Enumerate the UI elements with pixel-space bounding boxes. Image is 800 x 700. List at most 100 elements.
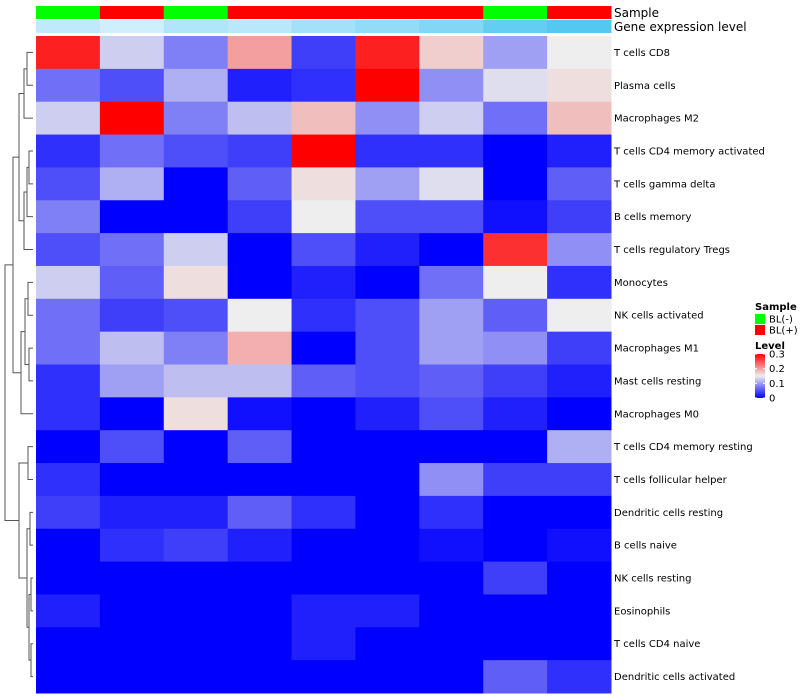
heatmap-cell <box>547 265 612 300</box>
heatmap-cell <box>227 134 293 168</box>
legend-swatch <box>755 314 765 324</box>
heatmap-cell <box>227 397 293 431</box>
heatmap-cell <box>36 463 101 497</box>
annotation-label-gene-expression: Gene expression level <box>614 20 747 34</box>
heatmap-cell <box>99 36 165 70</box>
heatmap-cell <box>483 397 548 431</box>
row-label: T cells CD4 memory resting <box>613 442 753 453</box>
heatmap-cell <box>483 660 548 694</box>
heatmap-cell <box>419 364 484 398</box>
heatmap-cell <box>483 528 548 563</box>
heatmap-cell <box>419 167 484 201</box>
row-label: T cells follicular helper <box>613 475 728 486</box>
heatmap-cell <box>163 594 229 628</box>
heatmap-cell <box>419 200 484 234</box>
gene-expression-annotation-cell <box>483 20 548 33</box>
legend-item-label: BL(+) <box>769 326 798 337</box>
heatmap-cell <box>227 364 293 398</box>
heatmap-cell <box>419 561 484 595</box>
heatmap-cell <box>291 528 356 563</box>
heatmap-cell <box>291 660 356 694</box>
heatmap-cell <box>163 265 229 300</box>
heatmap-cell <box>36 660 101 694</box>
sample-annotation-cell <box>291 6 356 19</box>
row-label: Macrophages M2 <box>614 114 699 125</box>
heatmap-cell <box>163 495 229 530</box>
heatmap-cell <box>99 430 165 464</box>
heatmap-cell <box>163 167 229 201</box>
heatmap-cell <box>547 627 612 661</box>
row-label: Macrophages M1 <box>614 344 699 355</box>
heatmap-cell <box>419 495 484 530</box>
heatmap-cell <box>36 561 101 595</box>
level-colorbar <box>755 354 765 398</box>
heatmap-cell <box>483 561 548 595</box>
heatmap-cell <box>419 627 484 661</box>
heatmap-cell <box>227 265 293 300</box>
heatmap-cell <box>419 134 484 168</box>
heatmap-cell <box>163 200 229 234</box>
heatmap-cell <box>291 430 356 464</box>
row-label: T cells regulatory Tregs <box>613 245 730 256</box>
heatmap-cell <box>36 101 101 136</box>
heatmap-cell <box>227 200 293 234</box>
heatmap-cell <box>36 36 101 70</box>
heatmap-cell <box>355 68 420 103</box>
row-label: Dendritic cells resting <box>614 508 723 519</box>
heatmap-cell <box>163 298 229 333</box>
heatmap-cell <box>355 594 420 628</box>
heatmap-cell <box>547 430 612 464</box>
heatmap-cell <box>227 430 293 464</box>
heatmap-cell <box>483 167 548 201</box>
dendrogram-branch <box>30 577 33 612</box>
heatmap-cell <box>36 397 101 431</box>
heatmap-cell <box>163 68 229 103</box>
heatmap-cell <box>227 495 293 530</box>
heatmap-cell <box>355 397 420 431</box>
heatmap-cell <box>99 660 165 694</box>
gene-expression-annotation-cell <box>99 20 165 33</box>
heatmap-cell <box>163 134 229 168</box>
heatmap-cell <box>547 36 612 70</box>
heatmap-cell <box>355 265 420 300</box>
heatmap-cell <box>419 463 484 497</box>
legend-swatch <box>755 325 765 335</box>
heatmap-cell <box>36 134 101 168</box>
heatmap-cell <box>547 134 612 168</box>
row-label: Eosinophils <box>614 606 670 617</box>
heatmap-cell <box>36 495 101 530</box>
heatmap-cell <box>355 627 420 661</box>
gene-expression-annotation-cell <box>36 20 101 33</box>
heatmap-cell <box>547 561 612 595</box>
row-dendrogram <box>4 51 33 678</box>
heatmap-cell <box>99 265 165 300</box>
heatmap-cell <box>355 660 420 694</box>
heatmap-cell <box>483 134 548 168</box>
row-label: Macrophages M0 <box>614 409 699 420</box>
dendrogram-branch <box>29 511 33 546</box>
heatmap-cell <box>547 233 612 267</box>
heatmap-cell <box>419 594 484 628</box>
heatmap-cell <box>291 463 356 497</box>
heatmap-cell <box>419 298 484 333</box>
sample-annotation-cell <box>355 6 420 19</box>
heatmap-cell <box>547 331 612 365</box>
heatmap-cell <box>355 298 420 333</box>
row-label: T cells CD8 <box>613 48 670 59</box>
heatmap-cell <box>227 528 293 563</box>
gene-expression-annotation-cell <box>227 20 293 33</box>
heatmap-cell <box>483 298 548 333</box>
heatmap-cell <box>291 167 356 201</box>
colorbar-tick-label: 0 <box>769 394 775 405</box>
heatmap-cell <box>419 331 484 365</box>
heatmap-cell <box>291 397 356 431</box>
heatmap-cell <box>227 101 293 136</box>
dendrogram-branch <box>23 68 33 119</box>
heatmap-cell <box>291 331 356 365</box>
sample-annotation-cell <box>36 6 101 19</box>
heatmap-cell <box>483 594 548 628</box>
row-label: NK cells resting <box>614 574 691 585</box>
heatmap-cell <box>99 528 165 563</box>
heatmap-cell <box>99 397 165 431</box>
heatmap-cell <box>547 298 612 333</box>
